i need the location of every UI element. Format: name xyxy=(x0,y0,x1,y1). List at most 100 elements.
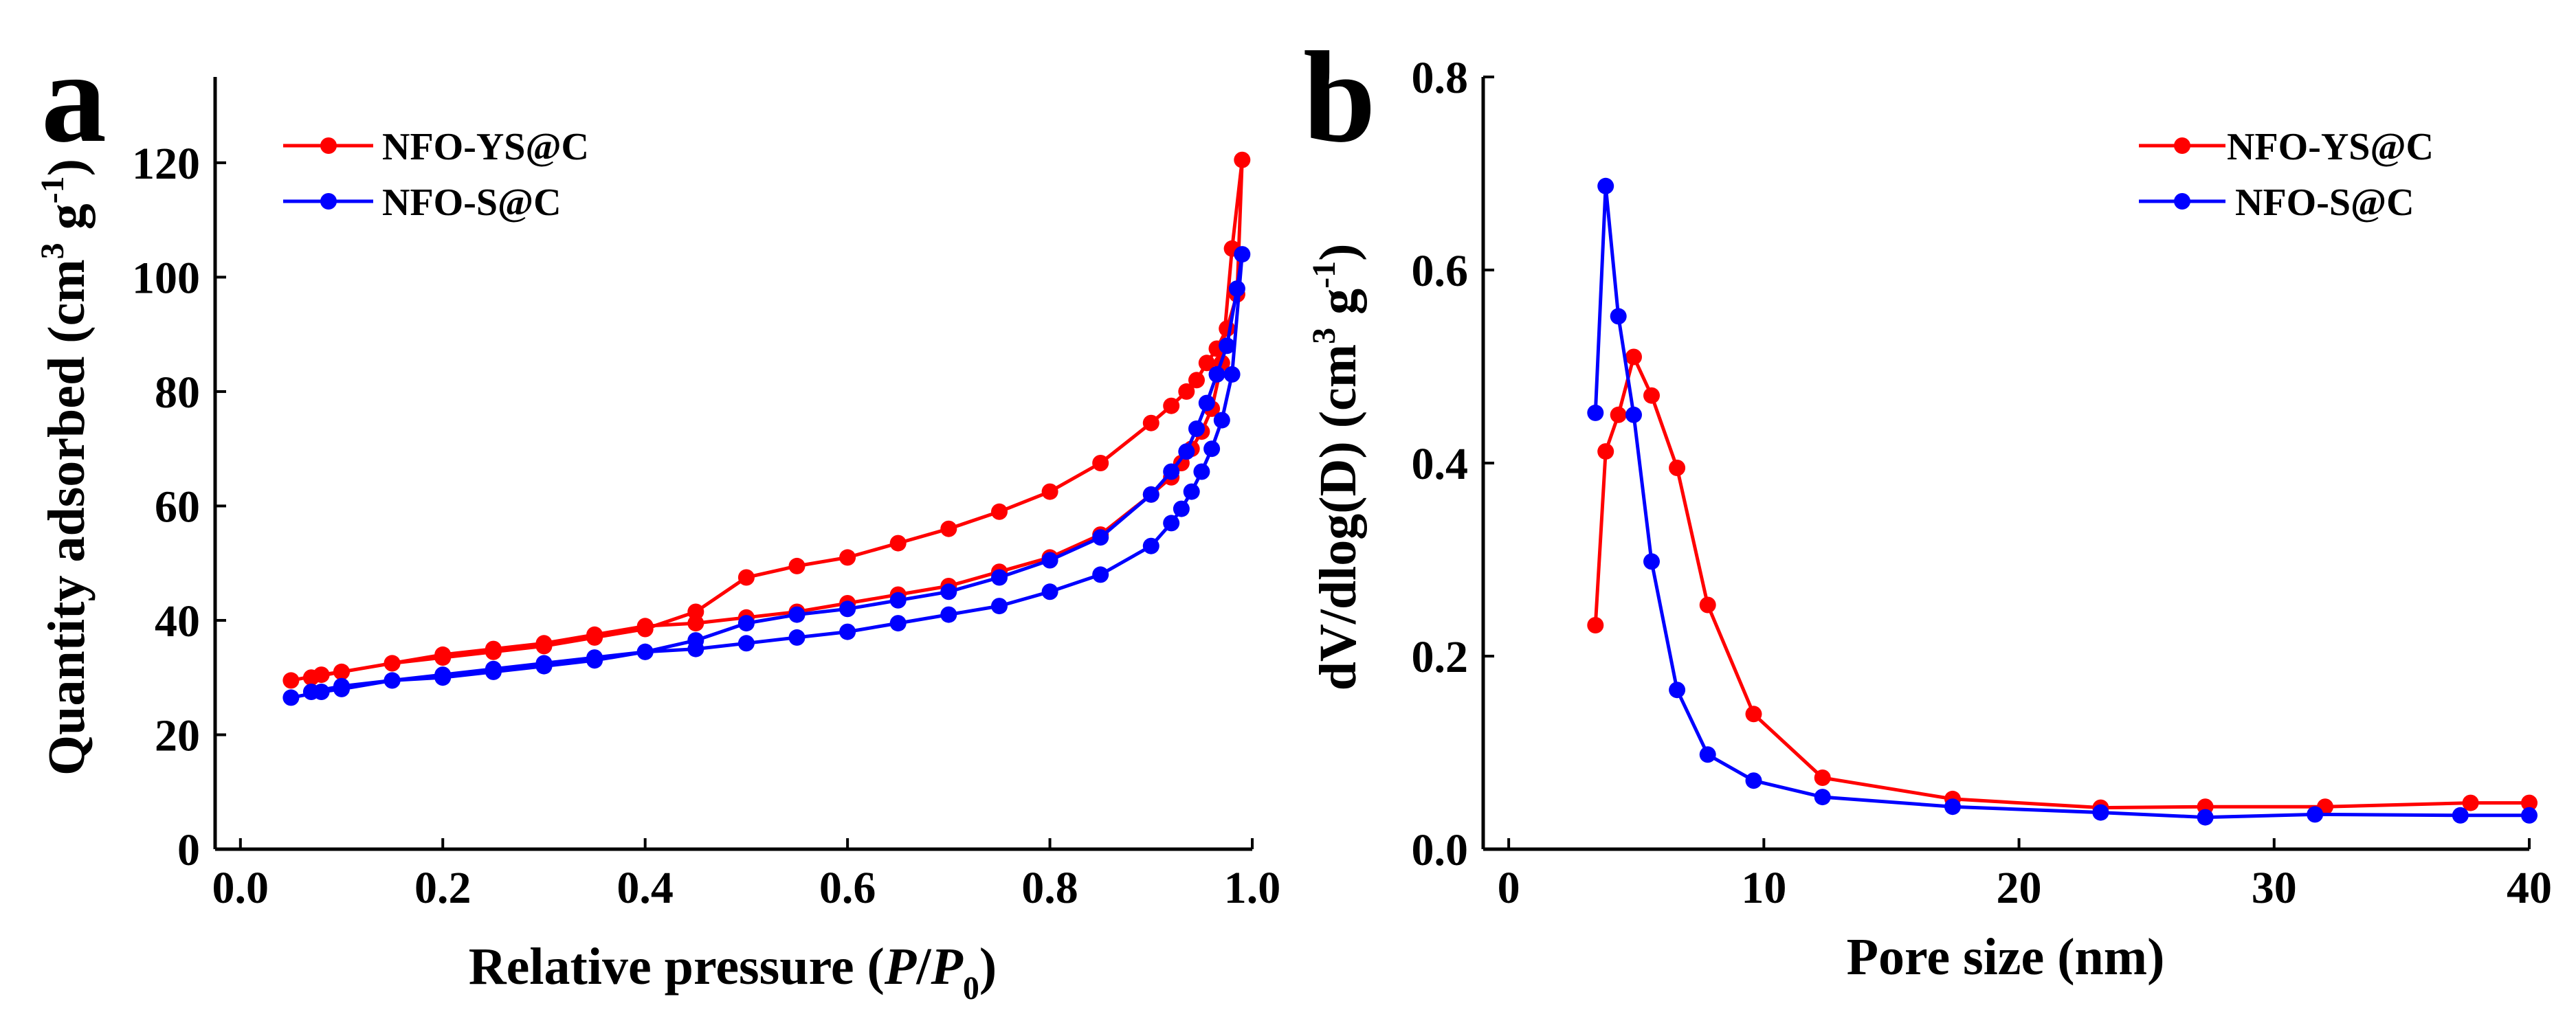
data-point-a-1-25 xyxy=(1223,366,1241,383)
data-point-b-1-12 xyxy=(2307,806,2324,823)
y-tick-label-a-5: 100 xyxy=(132,253,200,303)
panel-b-plot-area xyxy=(1587,177,2538,826)
data-point-b-0-3 xyxy=(1625,348,1642,366)
data-point-a-1-22 xyxy=(1193,463,1210,480)
data-point-a-0-0 xyxy=(282,672,300,689)
data-point-b-1-0 xyxy=(1587,404,1604,421)
data-point-a-1-15 xyxy=(991,598,1008,615)
y-tick-label-a-3: 60 xyxy=(155,482,200,532)
legend-b-label-nfo-s: NFO-S@C xyxy=(2235,181,2414,224)
data-point-a-1-33 xyxy=(1163,463,1180,480)
data-point-a-1-41 xyxy=(788,606,806,623)
data-point-b-0-4 xyxy=(1643,387,1660,404)
data-point-b-1-10 xyxy=(2092,804,2109,821)
data-point-b-1-5 xyxy=(1669,682,1686,699)
x-tick-label-b-4: 40 xyxy=(2507,863,2552,913)
data-point-b-1-2 xyxy=(1610,308,1627,325)
y-tick-label-a-6: 120 xyxy=(132,139,200,189)
data-point-b-1-6 xyxy=(1699,746,1716,763)
data-point-a-1-24 xyxy=(1213,412,1230,429)
data-point-a-1-28 xyxy=(1219,337,1236,355)
data-point-a-0-9 xyxy=(687,615,704,632)
data-point-a-0-37 xyxy=(991,503,1008,520)
data-point-a-1-18 xyxy=(1142,537,1159,554)
legend-a-label-nfo-s: NFO-S@C xyxy=(382,181,562,224)
data-point-a-1-45 xyxy=(586,652,603,669)
data-point-a-1-43 xyxy=(687,632,704,649)
data-point-a-1-39 xyxy=(889,592,907,609)
data-point-a-1-26 xyxy=(1234,246,1251,263)
y-tick-label-b-0: 0.0 xyxy=(1412,825,1469,875)
data-point-a-1-19 xyxy=(1163,515,1180,532)
x-title-a-slash: / xyxy=(915,938,931,996)
data-point-b-0-13 xyxy=(2462,794,2479,811)
data-point-a-1-16 xyxy=(1041,583,1058,600)
data-point-a-0-41 xyxy=(788,557,806,574)
data-point-a-0-26 xyxy=(1234,151,1251,168)
data-point-b-0-1 xyxy=(1597,443,1614,460)
data-point-b-0-5 xyxy=(1669,460,1686,476)
legend-b-marker-nfo-s xyxy=(2174,193,2190,210)
y-title-b-main: dV/dlog(D) (cm xyxy=(1309,344,1367,691)
legend-b-marker-nfo-ys xyxy=(2174,137,2190,154)
data-point-a-0-35 xyxy=(1092,455,1109,471)
y-title-a-sup2: -1 xyxy=(34,176,71,203)
data-point-a-0-38 xyxy=(940,520,957,537)
panel-b-label: b xyxy=(1303,25,1376,170)
y-tick-label-a-1: 20 xyxy=(155,710,200,761)
data-point-b-1-11 xyxy=(2197,809,2214,826)
panel-a-y-ticks: 0 20 40 60 80 100 120 xyxy=(132,139,226,875)
y-tick-label-b-4: 0.8 xyxy=(1412,53,1469,103)
y-tick-label-b-1: 0.2 xyxy=(1412,632,1469,682)
panel-b-legend: NFO-YS@C NFO-S@C xyxy=(2139,126,2434,224)
data-point-a-1-44 xyxy=(636,643,654,660)
data-point-a-1-46 xyxy=(535,657,553,675)
legend-a-label-nfo-ys: NFO-YS@C xyxy=(382,126,589,168)
data-point-a-1-29 xyxy=(1208,366,1225,383)
data-point-b-1-3 xyxy=(1625,406,1642,423)
data-point-a-1-35 xyxy=(1092,529,1109,546)
data-point-a-1-0 xyxy=(282,689,300,706)
y-title-a-main: Quantity adsorbed (cm xyxy=(38,259,96,776)
data-point-a-1-40 xyxy=(839,600,856,618)
data-point-a-0-44 xyxy=(636,620,654,638)
y-tick-label-b-3: 0.6 xyxy=(1412,246,1469,296)
x-tick-label-a-3: 0.6 xyxy=(819,863,876,913)
panel-b-x-axis-title: Pore size (nm) xyxy=(1847,928,2165,986)
data-point-b-1-1 xyxy=(1597,177,1614,194)
data-point-a-0-43 xyxy=(687,603,704,620)
legend-a-marker-nfo-s xyxy=(320,193,337,210)
data-point-b-0-14 xyxy=(2521,794,2538,811)
panel-b-y-axis-title: dV/dlog(D) (cm3 g-1) xyxy=(1306,244,1367,691)
data-point-a-1-23 xyxy=(1203,440,1221,458)
series-line-b-0 xyxy=(1593,355,2529,810)
panel-b-y-ticks: 0.0 0.2 0.4 0.6 0.8 xyxy=(1412,53,1494,875)
data-point-a-0-50 xyxy=(333,663,350,680)
x-title-a-post: ) xyxy=(979,938,997,996)
data-point-b-1-13 xyxy=(2452,807,2469,824)
y-tick-label-b-2: 0.4 xyxy=(1412,439,1469,489)
x-tick-label-b-3: 30 xyxy=(2252,863,2297,913)
panel-a: a 0.0 0.2 0.4 0.6 0.8 1.0 0 20 40 60 80 100 120 NFO… xyxy=(34,25,1280,1007)
data-point-a-1-27 xyxy=(1228,280,1245,297)
data-point-a-1-36 xyxy=(1041,552,1058,569)
data-point-a-0-36 xyxy=(1041,483,1058,500)
x-title-a-P2: P xyxy=(930,938,963,996)
data-point-a-0-47 xyxy=(485,643,502,660)
data-point-a-1-11 xyxy=(788,629,806,646)
x-title-a-sub: 0 xyxy=(963,970,979,1007)
series-line-a-1 xyxy=(290,252,1244,699)
x-tick-label-b-0: 0 xyxy=(1498,863,1520,913)
data-point-a-1-48 xyxy=(434,669,452,686)
data-point-a-0-31 xyxy=(1188,372,1205,389)
data-point-a-0-46 xyxy=(535,638,553,655)
panel-a-x-axis-title: Relative pressure (P/P0) xyxy=(469,938,997,1007)
series-line-b-1 xyxy=(1593,184,2529,820)
y-title-a-mid: g xyxy=(38,203,96,243)
data-point-a-1-21 xyxy=(1183,483,1200,500)
panel-b-x-ticks: 0 10 20 30 40 xyxy=(1498,838,2552,913)
x-tick-label-b-2: 20 xyxy=(1997,863,2042,913)
data-point-a-1-49 xyxy=(384,672,401,689)
y-title-b-post: ) xyxy=(1309,244,1367,261)
